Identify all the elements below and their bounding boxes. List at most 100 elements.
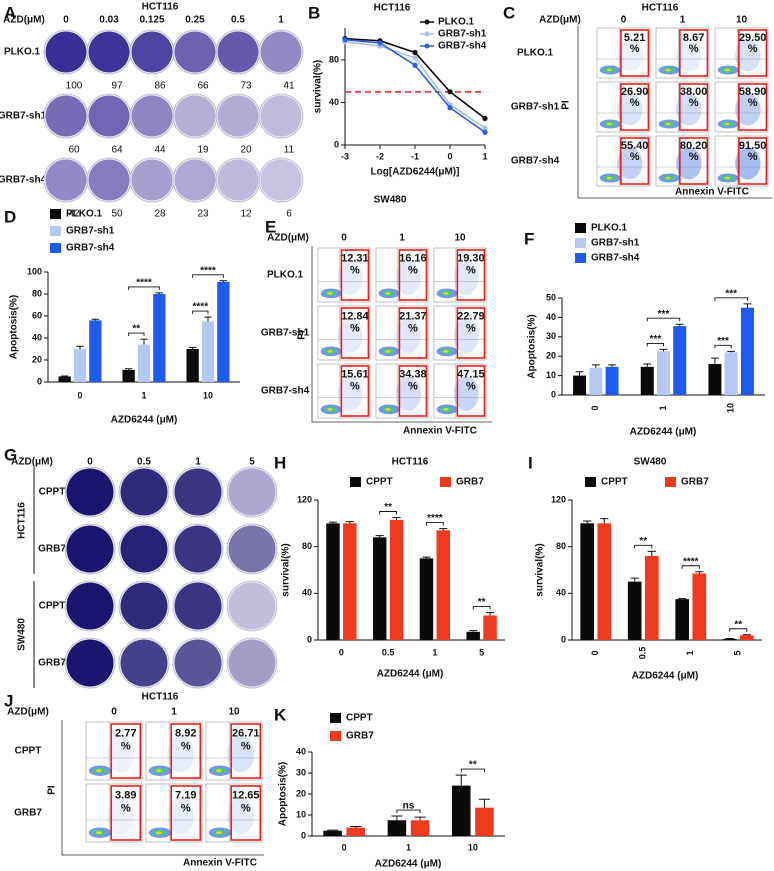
colony-count: 100 bbox=[66, 81, 83, 92]
panel-label: F bbox=[524, 229, 534, 248]
apoptosis-gate bbox=[738, 137, 768, 185]
cell-cloud bbox=[216, 831, 222, 835]
row-label: PLKO.1 bbox=[4, 47, 41, 58]
axis-line bbox=[61, 720, 264, 856]
colony-count: 86 bbox=[154, 81, 166, 92]
y-tick-label: 100 bbox=[27, 266, 42, 276]
apoptosis-gate bbox=[398, 249, 428, 301]
y-tick-label: 0 bbox=[551, 389, 556, 399]
x-tick-label: 0 bbox=[590, 405, 600, 410]
dish bbox=[258, 29, 304, 75]
colony bbox=[174, 582, 222, 630]
error-bar bbox=[647, 550, 656, 556]
colony bbox=[174, 31, 216, 73]
cell-cloud bbox=[676, 147, 702, 180]
gate-value: 8.92 bbox=[175, 728, 196, 740]
colony bbox=[217, 95, 259, 137]
error-bar bbox=[591, 364, 600, 368]
y-axis-label: PI bbox=[47, 785, 58, 795]
gate-unit: % bbox=[181, 802, 191, 814]
error-bar bbox=[695, 571, 704, 574]
cell-cloud bbox=[735, 93, 761, 126]
gate-value: 26.90 bbox=[621, 86, 649, 98]
apoptosis-gate bbox=[679, 83, 709, 131]
cell-cloud bbox=[453, 260, 479, 295]
y-tick-label: 40 bbox=[546, 312, 556, 322]
gate-unit: % bbox=[748, 151, 758, 163]
bar bbox=[153, 294, 166, 382]
y-axis-label: PI bbox=[561, 100, 572, 110]
error-bar bbox=[675, 323, 684, 327]
y-tick-label: 0 bbox=[301, 830, 306, 840]
dose-label: 1 bbox=[399, 233, 405, 244]
bar bbox=[387, 820, 407, 836]
y-tick-label: 40 bbox=[329, 97, 339, 107]
legend-marker bbox=[424, 43, 430, 49]
gate-unit: % bbox=[466, 381, 476, 393]
panel-title: HCT116 bbox=[142, 2, 179, 13]
dose-label: 0.5 bbox=[137, 457, 151, 468]
apoptosis-gate bbox=[170, 785, 202, 841]
x-axis-label: AZD6244 (μM) bbox=[111, 415, 178, 426]
cell-cloud bbox=[676, 39, 702, 72]
legend-swatch bbox=[350, 477, 361, 487]
legend-label: GRB7-sh4 bbox=[66, 243, 115, 254]
error-bar bbox=[743, 303, 752, 308]
bar bbox=[410, 820, 430, 836]
colony bbox=[228, 582, 276, 630]
error-bar bbox=[124, 368, 133, 370]
x-tick-label: -1 bbox=[411, 151, 419, 161]
point bbox=[447, 89, 453, 95]
x-tick-label: 1 bbox=[141, 390, 146, 400]
x-tick-label: -3 bbox=[341, 151, 349, 161]
cell-cloud bbox=[395, 318, 421, 353]
colony bbox=[66, 582, 114, 630]
panel-title: HCT116 bbox=[392, 457, 429, 468]
x-tick-label: 1 bbox=[685, 650, 695, 655]
x-tick-label: 1 bbox=[432, 647, 437, 657]
colony bbox=[228, 468, 276, 516]
gate-value: 15.61 bbox=[341, 369, 369, 381]
y-tick-label: 30 bbox=[296, 767, 306, 777]
error-bar bbox=[60, 375, 69, 377]
error-bar bbox=[204, 316, 212, 322]
x-axis-label: AZD6244 (μM) bbox=[377, 669, 444, 680]
cell-cloud bbox=[327, 350, 333, 353]
header-label: AZD(μM) bbox=[539, 15, 581, 26]
colony bbox=[88, 159, 130, 201]
gate-unit: % bbox=[350, 323, 360, 335]
row-label: GRB7-sh4 bbox=[0, 175, 47, 186]
gate-value: 12.31 bbox=[341, 253, 369, 265]
colony bbox=[131, 159, 173, 201]
apoptosis-gate bbox=[738, 29, 768, 77]
y-axis-label: PI bbox=[297, 330, 308, 340]
dose-label: 5 bbox=[249, 457, 255, 468]
bar bbox=[627, 581, 642, 640]
gate-unit: % bbox=[466, 265, 476, 277]
cell-cloud bbox=[606, 68, 612, 72]
legend-label: GRB7 bbox=[681, 477, 709, 488]
x-tick-label: 1 bbox=[482, 151, 487, 161]
x-tick-label: 0.5 bbox=[382, 647, 395, 657]
cell-cloud bbox=[156, 831, 162, 835]
legend-swatch bbox=[50, 226, 61, 236]
panel-title: HCT116 bbox=[142, 692, 179, 703]
cell-cloud bbox=[724, 122, 730, 126]
bar bbox=[724, 352, 738, 395]
legend-swatch bbox=[330, 713, 341, 723]
dose-label: 1 bbox=[278, 15, 284, 26]
legend-label: GRB7-sh4 bbox=[438, 41, 487, 52]
bar bbox=[186, 349, 199, 382]
cell-cloud bbox=[443, 292, 449, 295]
gate-unit: % bbox=[689, 97, 699, 109]
error-bar bbox=[155, 292, 164, 294]
y-tick-label: 40 bbox=[32, 332, 42, 342]
legend-label: CPPT bbox=[346, 713, 373, 724]
bar bbox=[692, 573, 707, 640]
gate-unit: % bbox=[121, 802, 131, 814]
panel-label: B bbox=[308, 3, 320, 22]
legend-swatch bbox=[575, 238, 586, 248]
cell-cloud bbox=[395, 260, 421, 295]
dose-label: 0.5 bbox=[231, 15, 245, 26]
